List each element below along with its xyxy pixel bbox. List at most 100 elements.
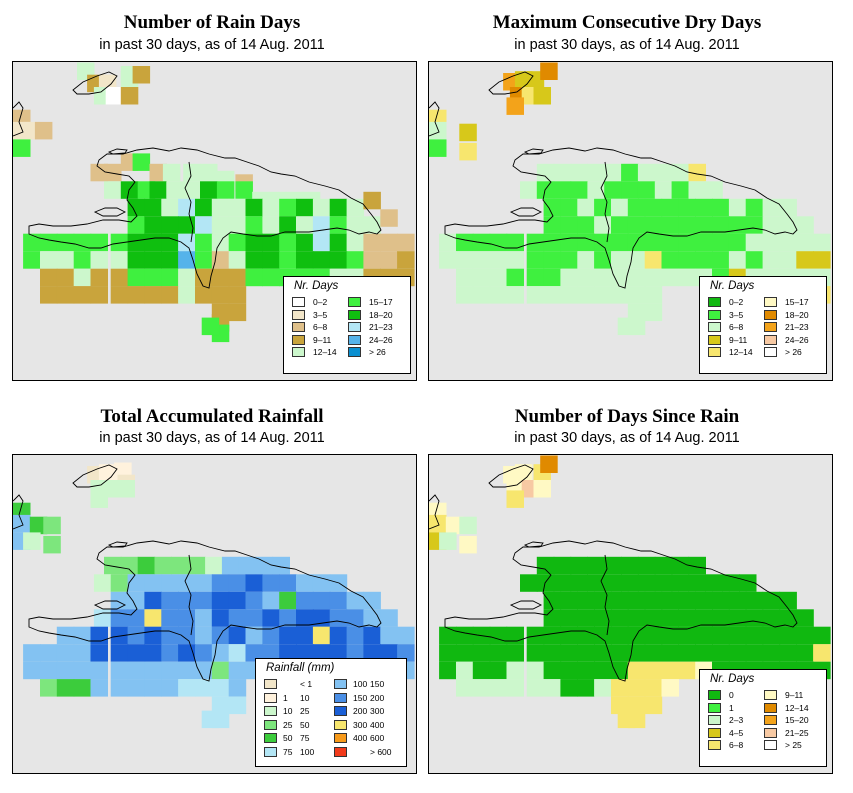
grid-cell	[90, 286, 108, 304]
grid-cell	[577, 286, 595, 304]
legend-swatch	[764, 690, 777, 700]
grid-cell	[604, 556, 622, 575]
grid-cell	[560, 251, 578, 269]
grid-cell	[255, 556, 274, 575]
grid-cell	[228, 661, 247, 680]
grid-cell	[296, 644, 314, 662]
legend-label: 18–20	[785, 309, 809, 320]
grid-cell	[627, 198, 646, 217]
grid-cell	[627, 696, 646, 715]
grid-cell	[195, 198, 213, 217]
grid-cell	[654, 574, 673, 592]
grid-cell	[661, 251, 679, 269]
legend-swatch	[264, 746, 277, 757]
legend-label: 15–17	[369, 297, 393, 307]
grid-cell	[526, 661, 545, 680]
grid-cell	[472, 644, 491, 662]
grid-cell	[161, 609, 179, 627]
grid-cell	[429, 514, 447, 533]
grid-cell	[627, 303, 646, 322]
grid-cell	[644, 251, 663, 269]
grid-cell	[459, 535, 477, 554]
grid-cell	[678, 609, 696, 627]
legend-swatch	[708, 334, 721, 345]
grid-cell	[397, 251, 415, 269]
grid-cell	[627, 609, 646, 627]
grid-cell	[520, 574, 538, 592]
grid-cell	[560, 609, 578, 627]
grid-cell	[144, 626, 162, 645]
legend-swatch	[348, 322, 361, 332]
grid-cell	[728, 644, 747, 662]
grid-cell	[211, 216, 230, 234]
grid-cell	[577, 251, 595, 269]
grid-cell	[56, 251, 75, 269]
legend-swatch	[334, 733, 347, 743]
grid-cell	[661, 644, 679, 662]
grid-cell	[745, 644, 764, 662]
grid-cell	[127, 216, 146, 234]
grid-cell	[178, 198, 196, 217]
grid-cell	[29, 516, 48, 535]
grid-cell	[90, 268, 108, 287]
grid-cell	[627, 268, 646, 287]
grid-cell	[90, 251, 108, 269]
grid-cell	[127, 198, 146, 217]
grid-cell	[553, 556, 572, 575]
grid-cell	[456, 268, 474, 287]
grid-cell	[235, 181, 253, 199]
grid-cell	[671, 163, 690, 182]
grid-cell	[506, 97, 524, 115]
grid-cell	[621, 163, 639, 182]
grid-cell	[245, 233, 263, 252]
grid-cell	[178, 574, 196, 592]
grid-cell	[154, 556, 172, 575]
grid-cell	[363, 191, 381, 210]
grid-cell	[195, 626, 213, 645]
grid-cell	[489, 286, 508, 304]
grid-cell	[745, 251, 764, 269]
grid-cell	[216, 181, 235, 199]
grid-cell	[144, 198, 162, 217]
grid-cell	[762, 609, 781, 627]
grid-cell	[380, 209, 398, 227]
grid-cell	[779, 591, 797, 610]
grid-cell	[594, 661, 612, 680]
grid-cell	[627, 710, 646, 729]
grid-cell	[762, 644, 781, 662]
grid-cell	[611, 626, 629, 645]
grid-cell	[380, 626, 398, 645]
gonave-outline	[93, 600, 127, 610]
grid-cell	[536, 163, 555, 182]
grid-cell	[712, 609, 730, 627]
grid-cell	[312, 251, 331, 269]
grid-cell	[56, 644, 75, 662]
legend-label: 24–26	[785, 334, 809, 345]
grid-cell	[201, 317, 220, 336]
grid-cell	[577, 233, 595, 252]
grid-cell	[489, 233, 508, 252]
grid-cell	[195, 609, 213, 627]
grid-cell	[262, 609, 280, 627]
grid-cell	[127, 574, 146, 592]
legend-swatch	[708, 727, 721, 738]
grid-cell	[540, 62, 558, 80]
grid-cell	[228, 198, 247, 217]
tortuga-outline	[523, 148, 544, 155]
grid-cell	[161, 679, 179, 697]
legend-label: 12–14	[313, 347, 337, 357]
grid-cell	[779, 198, 797, 217]
grid-cell	[796, 609, 814, 627]
legend-label: > 25	[785, 740, 802, 750]
grid-cell	[577, 216, 595, 234]
grid-cell	[144, 609, 162, 627]
grid-cell	[279, 591, 297, 610]
grid-cell	[745, 233, 764, 252]
grid-cell	[161, 268, 179, 287]
legend-high: 25	[300, 706, 310, 716]
map-canvas	[429, 455, 831, 729]
grid-cell	[110, 268, 129, 287]
grid-cell	[459, 142, 477, 161]
grid-cell	[456, 251, 474, 269]
grid-cell	[279, 609, 297, 627]
